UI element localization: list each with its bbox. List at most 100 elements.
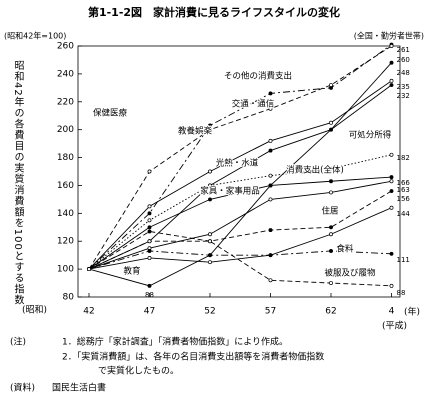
subtitle: (全国・勤労者世帯): [354, 31, 424, 41]
point: [329, 120, 333, 125]
series-line: [88, 176, 392, 270]
series-label: 住居: [321, 206, 338, 217]
y-tick-label: 180: [57, 153, 74, 163]
point: [268, 183, 273, 188]
point: [268, 278, 273, 283]
x-unit: (年): [404, 306, 420, 318]
point: [268, 173, 273, 178]
series-label: 光熱・水道: [216, 158, 259, 169]
point: [147, 239, 152, 244]
point: [329, 281, 333, 286]
point: [147, 218, 152, 223]
x-era-start: (昭和): [22, 305, 47, 316]
y-tick-label: 140: [57, 209, 74, 219]
point: [147, 256, 152, 260]
note-item: 1．総務庁「家計調査」「消費者物価指数」により作成。: [62, 336, 288, 348]
point: [268, 197, 273, 202]
point: [389, 251, 394, 256]
point: [389, 83, 394, 87]
point: [329, 225, 333, 230]
x-tick-label: 57: [265, 307, 276, 317]
note-item: で実質化したもの。: [98, 365, 179, 377]
series-line: [88, 190, 392, 270]
y-tick-label: 200: [57, 125, 74, 135]
end-value-label: 156: [397, 195, 411, 203]
series-line: [88, 80, 392, 270]
point: [147, 249, 152, 253]
point: [329, 166, 333, 171]
source: 国民生活白書: [52, 382, 106, 394]
x-tick-label: 42: [83, 307, 94, 317]
point: [389, 60, 394, 65]
point: [329, 249, 333, 253]
series-line: [88, 45, 392, 270]
point: [208, 123, 212, 128]
point: [208, 169, 212, 174]
point: [268, 138, 273, 143]
end-value-label: 111: [397, 256, 410, 264]
end-value-label: 261: [397, 46, 410, 54]
y-tick-label: 120: [57, 237, 74, 247]
point: [389, 283, 394, 288]
y-axis-label: 昭和42年の各費目の実質消費額を100とする指数: [12, 60, 24, 306]
series-label: 被服及び履物: [324, 268, 376, 279]
point: [147, 283, 152, 288]
point: [268, 228, 273, 233]
series-label: 交通・通信: [232, 99, 275, 110]
series-line: [88, 250, 392, 270]
chart-title: 第1-1-2図 家計消費に見るライフスタイルの変化: [88, 5, 340, 19]
end-value-label: 235: [397, 83, 410, 91]
point: [389, 44, 394, 48]
x-tick-label: 47: [144, 307, 155, 317]
point: [329, 127, 333, 132]
y-tick-label: 260: [57, 42, 74, 52]
point: [208, 127, 212, 132]
x-tick-label: 4: [389, 307, 395, 317]
series-line: [88, 62, 392, 287]
point: [389, 179, 394, 184]
point: [208, 253, 212, 258]
point: [329, 232, 333, 237]
point: [208, 197, 212, 202]
point: [147, 169, 152, 174]
point: [147, 225, 152, 230]
point: [208, 239, 212, 244]
source-label: (資料): [10, 382, 35, 394]
y-tick-label: 100: [57, 265, 74, 275]
end-value-label: 144: [397, 210, 411, 218]
series-label: 保健医療: [93, 108, 128, 119]
point: [268, 253, 273, 258]
point: [389, 205, 394, 210]
series-label: 家具・家事用品: [200, 186, 260, 197]
point: [268, 106, 273, 111]
point: [389, 152, 394, 157]
series-line: [88, 44, 392, 270]
point: [147, 204, 152, 209]
point: [329, 179, 333, 184]
series-label: 消費支出(全体): [286, 165, 344, 176]
end-value-label: 163: [397, 186, 410, 194]
point: [329, 83, 333, 87]
y-tick-label: 80: [63, 293, 75, 303]
end-value-label: 166: [397, 179, 411, 187]
point: [208, 183, 212, 188]
end-value-label: 88: [397, 289, 406, 297]
series-label: 教育: [123, 266, 140, 277]
y-tick-label: 220: [57, 97, 74, 107]
point: [87, 267, 91, 272]
point: [147, 229, 152, 234]
series-line: [88, 84, 392, 270]
point: [147, 211, 152, 216]
point-value-label: 88: [145, 291, 154, 299]
y-unit: (昭和42年=100): [4, 31, 66, 41]
x-tick-label: 52: [204, 307, 215, 317]
point: [208, 260, 212, 265]
series-line: [88, 180, 392, 270]
end-value-label: 182: [397, 154, 410, 162]
end-value-label: 248: [397, 69, 410, 77]
series-label: 教養娯楽: [178, 126, 213, 137]
series-line: [88, 240, 392, 287]
end-value-label: 232: [397, 92, 410, 100]
series-label: 食料: [336, 244, 354, 255]
